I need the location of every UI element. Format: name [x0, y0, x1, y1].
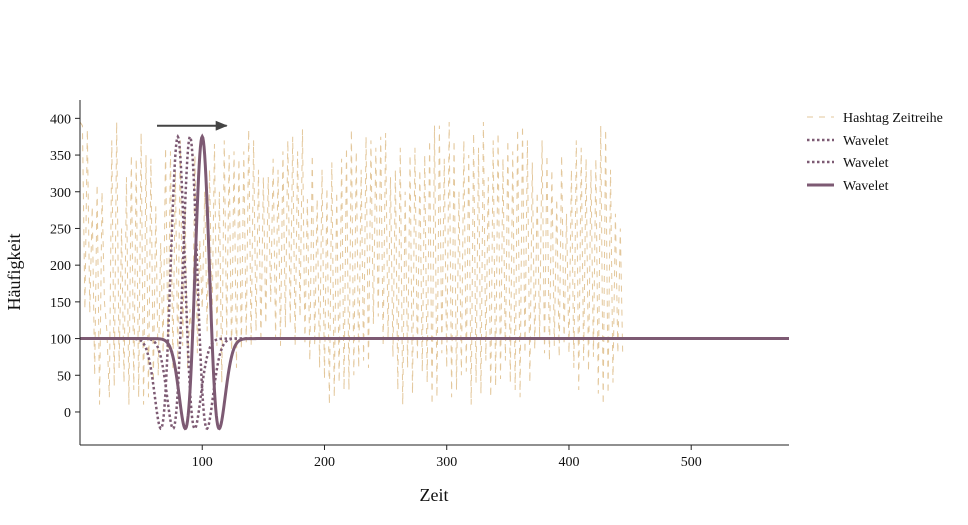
x-tick-label: 300: [436, 455, 457, 470]
x-tick-label: 500: [681, 455, 702, 470]
y-tick-label: 300: [50, 186, 71, 201]
x-tick-label: 200: [314, 455, 335, 470]
y-tick-label: 50: [57, 369, 71, 384]
y-tick-label: 100: [50, 333, 71, 348]
legend-label-wavelet-3: Wavelet: [843, 179, 889, 194]
x-ticks: 100 200 300 400 500: [192, 445, 702, 470]
legend-label-hashtag: Hashtag Zeitreihe: [843, 111, 943, 126]
y-tick-label: 350: [50, 149, 71, 164]
axes: 100 200 300 400 500 0 50 100 150 200 250 300 350 400…: [4, 100, 789, 505]
y-ticks: 0 50 100 150 200 250 300 350 400: [50, 112, 80, 421]
plot-area: [79, 120, 789, 431]
y-tick-label: 400: [50, 112, 71, 127]
hashtag-series-line: [79, 121, 624, 405]
y-tick-label: 150: [50, 296, 71, 311]
wavelet-line-3: [80, 133, 789, 431]
x-tick-label: 100: [192, 455, 213, 470]
legend-label-wavelet-1: Wavelet: [843, 134, 889, 149]
y-tick-label: 250: [50, 222, 71, 237]
x-axis-title: Zeit: [420, 485, 449, 505]
x-tick-label: 400: [558, 455, 579, 470]
legend-label-wavelet-2: Wavelet: [843, 156, 889, 171]
y-tick-label: 0: [64, 406, 71, 421]
legend: Hashtag Zeitreihe Wavelet Wavelet Wavele…: [807, 111, 943, 194]
y-axis-title: Häufigkeit: [4, 234, 24, 311]
y-tick-label: 200: [50, 259, 71, 274]
